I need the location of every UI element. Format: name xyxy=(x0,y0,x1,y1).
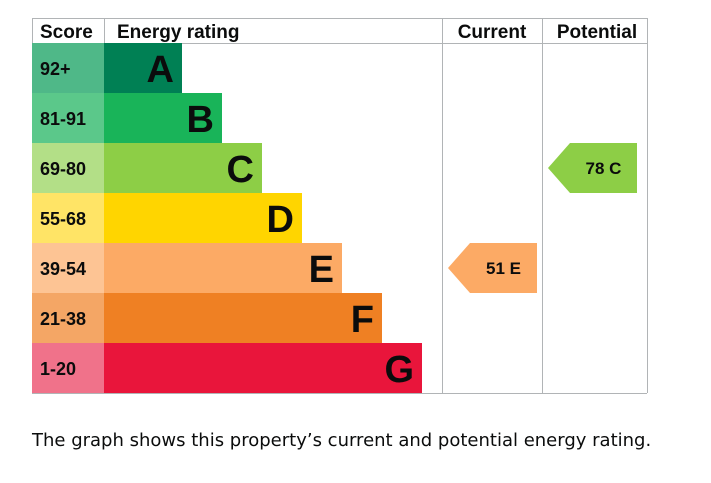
score-cell-f xyxy=(32,293,104,343)
score-range-e: 39-54 xyxy=(40,259,86,279)
score-range-c: 69-80 xyxy=(40,159,86,179)
potential-rating-label: 78 C xyxy=(586,159,622,178)
rating-letter-e: E xyxy=(309,249,334,291)
header-potential: Potential xyxy=(557,22,637,43)
score-cell-a xyxy=(32,43,104,93)
current-rating-marker xyxy=(448,243,537,293)
rating-bar-d xyxy=(104,193,302,243)
current-rating-label: 51 E xyxy=(486,259,521,278)
score-cell-e xyxy=(32,243,104,293)
rating-bar-e xyxy=(104,243,342,293)
rating-bar-b xyxy=(104,93,222,143)
score-range-f: 21-38 xyxy=(40,309,86,329)
rating-letter-d: D xyxy=(267,199,294,241)
header-energy-rating: Energy rating xyxy=(117,22,239,43)
rating-letter-a: A xyxy=(147,49,174,91)
rating-bar-g xyxy=(104,343,422,393)
score-range-d: 55-68 xyxy=(40,209,86,229)
score-range-g: 1-20 xyxy=(40,359,76,379)
rating-markers: 51 E 78 C xyxy=(448,143,637,293)
rating-letter-g: G xyxy=(384,349,414,391)
rating-letter-f: F xyxy=(351,299,374,341)
header-score: Score xyxy=(40,22,93,43)
rating-bar-c xyxy=(104,143,262,193)
rating-bands: 92+ A 81-91 B 69-80 C 55-68 D 39-54 E 21-38 F 1-20 G xyxy=(32,43,422,393)
potential-rating-marker xyxy=(548,143,637,193)
score-cell-b xyxy=(32,93,104,143)
score-cell-c xyxy=(32,143,104,193)
score-cell-d xyxy=(32,193,104,243)
rating-bar-f xyxy=(104,293,382,343)
score-range-a: 92+ xyxy=(40,59,71,79)
score-range-b: 81-91 xyxy=(40,109,86,129)
chart-caption: The graph shows this property’s current … xyxy=(32,430,652,451)
score-cell-g xyxy=(32,343,104,393)
rating-letter-c: C xyxy=(227,149,254,191)
rating-bar-a xyxy=(104,43,182,93)
header-current: Current xyxy=(458,22,527,43)
rating-letter-b: B xyxy=(187,99,214,141)
